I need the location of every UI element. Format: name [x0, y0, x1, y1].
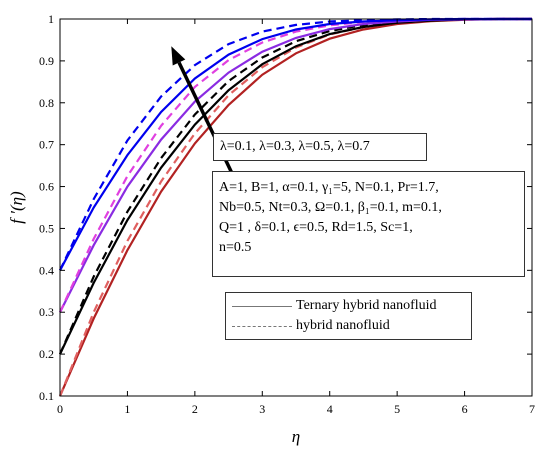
arrow-shaft [177, 61, 237, 182]
legend: Ternary hybrid nanofluid hybrid nanoflui… [225, 292, 472, 340]
legend-label: hybrid nanofluid [296, 318, 390, 333]
x-tick-label: 5 [394, 402, 400, 416]
legend-entry-ternary: Ternary hybrid nanofluid [232, 296, 465, 316]
arrow-head [171, 46, 186, 66]
y-axis-label: f ′(η) [7, 191, 26, 224]
y-tick-label: 0.3 [39, 305, 54, 319]
legend-swatch-dashed [232, 326, 292, 327]
y-tick-label: 0.8 [39, 96, 54, 110]
x-tick-label: 4 [327, 402, 333, 416]
y-tick-label: 1 [48, 12, 54, 26]
x-tick-label: 6 [462, 402, 468, 416]
parameters-line: n=0.5 [219, 240, 252, 255]
series-layer [58, 17, 532, 397]
legend-entry-hybrid: hybrid nanofluid [232, 316, 465, 336]
y-tick-label: 0.9 [39, 54, 54, 68]
x-tick-label: 2 [192, 402, 198, 416]
y-tick-label: 0.2 [39, 347, 54, 361]
legend-swatch-solid [232, 306, 292, 307]
y-tick-label: 0.1 [39, 389, 54, 403]
x-axis-label: η [292, 427, 300, 446]
y-tick-label: 0.5 [39, 221, 54, 235]
parameters-line: Nb=0.5, Nt=0.3, Ω=0.1, β₁=0.1, m=0.1, [219, 200, 442, 215]
parameters-line: Q=1 , δ=0.1, ϵ=0.5, Rd=1.5, Sc=1, [219, 220, 413, 235]
x-tick-label: 0 [57, 402, 63, 416]
x-tick-label: 7 [529, 402, 535, 416]
plot-frame [59, 18, 533, 397]
y-tick-label: 0.7 [39, 138, 54, 152]
x-tick-label: 1 [124, 402, 130, 416]
parameters-annotation: A=1, B=1, α=0.1, γ₁=5, N=0.1, Pr=1.7, Nb… [212, 171, 525, 277]
tick-layer: 0 1 2 3 4 5 6 7 0.1 0.2 0.3 0.4 0.5 0.6 0.7 0.8 0.9 1 [39, 12, 535, 416]
lambda-annotation-text: λ=0.1, λ=0.3, λ=0.5, λ=0.7 [220, 139, 370, 154]
parameters-line: A=1, B=1, α=0.1, γ₁=5, N=0.1, Pr=1.7, [219, 180, 439, 195]
y-tick-label: 0.4 [39, 263, 54, 277]
y-tick-label: 0.6 [39, 180, 54, 194]
lambda-annotation: λ=0.1, λ=0.3, λ=0.5, λ=0.7 [213, 133, 427, 161]
series-line-7 [59, 17, 532, 271]
x-tick-label: 3 [259, 402, 265, 416]
legend-label: Ternary hybrid nanofluid [296, 298, 437, 313]
